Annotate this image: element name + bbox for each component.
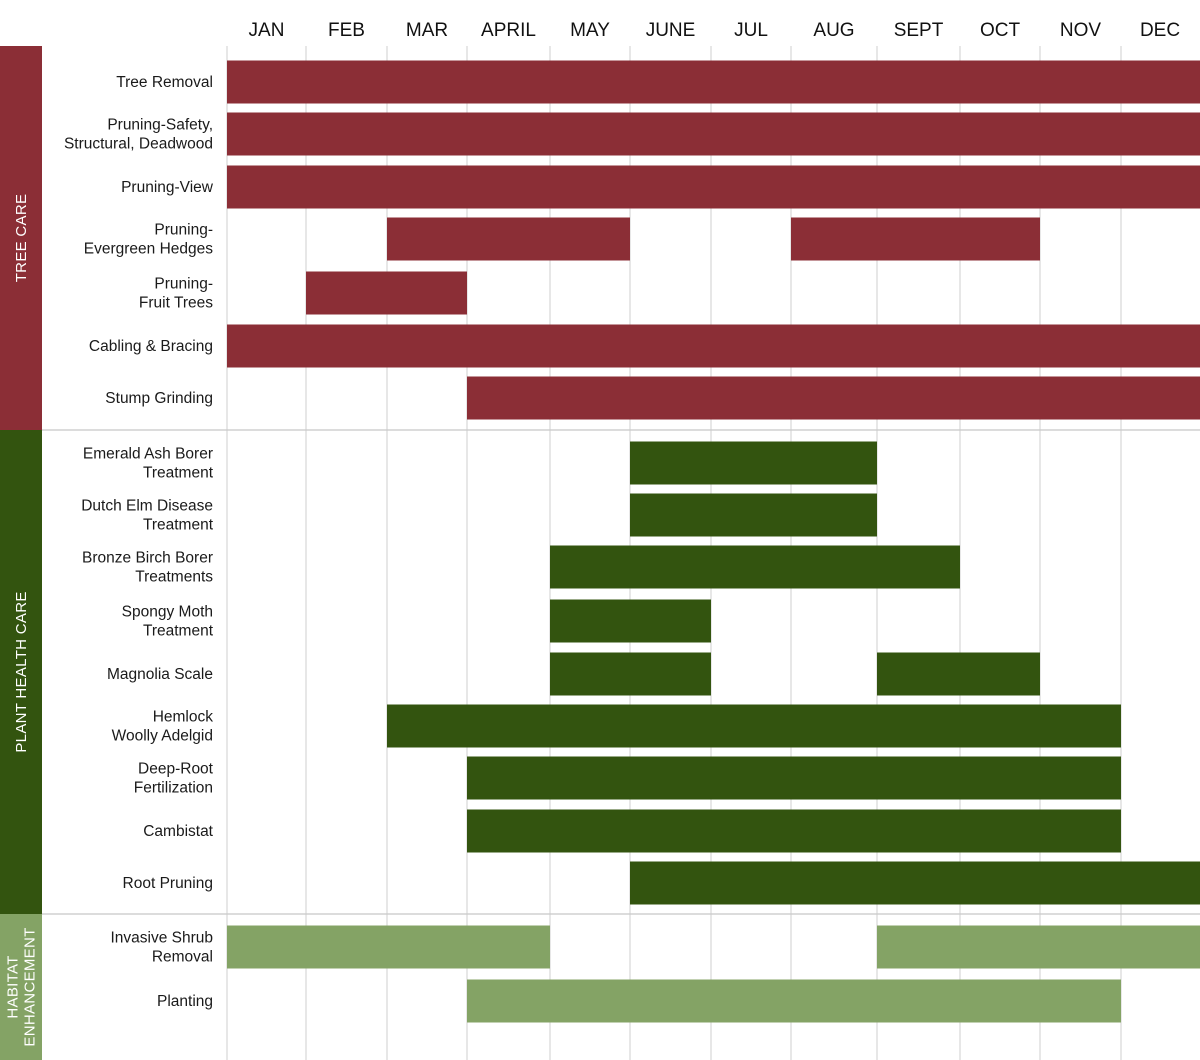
schedule-bar [877, 652, 1040, 696]
schedule-bar [227, 112, 1200, 156]
task-label: Planting [157, 993, 213, 1010]
schedule-bar [227, 60, 1200, 104]
schedule-bar [877, 925, 1200, 969]
month-label: NOV [1060, 20, 1102, 41]
schedule-bar [630, 441, 877, 485]
schedule-bar [387, 704, 1121, 748]
schedule-bars [227, 60, 1200, 1023]
month-label: SEPT [894, 20, 944, 41]
schedule-bar [550, 599, 711, 643]
schedule-bar [467, 756, 1121, 800]
group-label: PLANT HEALTH CARE [13, 591, 30, 752]
task-label: Cabling & Bracing [89, 338, 213, 355]
month-label: JUNE [646, 20, 696, 41]
task-label: Pruning-View [121, 179, 214, 196]
group-label: TREE CARE [13, 194, 30, 283]
month-label: APRIL [481, 20, 536, 41]
schedule-bar [791, 217, 1040, 261]
schedule-bar [630, 493, 877, 537]
month-header: JAN FEB MAR APRIL MAY JUNE JUL AUG SEPT OCT NOV DEC [249, 20, 1181, 41]
schedule-bar [467, 376, 1200, 420]
task-label: Dutch Elm Disease Treatment [81, 498, 213, 534]
task-label: Stump Grinding [105, 390, 213, 407]
schedule-bar [550, 545, 960, 589]
month-label: DEC [1140, 20, 1180, 41]
group-separators [42, 429, 1200, 915]
task-label: Bronze Birch Borer Treatments [82, 550, 213, 586]
schedule-bar [467, 809, 1121, 853]
schedule-bar [227, 925, 550, 969]
task-label: Invasive Shrub Removal [110, 930, 213, 966]
task-labels: Tree Removal Pruning-Safety, Structural, D… [64, 74, 214, 1010]
month-label: FEB [328, 20, 365, 41]
task-label: Root Pruning [123, 875, 213, 892]
schedule-bar [227, 165, 1200, 209]
month-label: MAR [406, 20, 448, 41]
month-label: OCT [980, 20, 1021, 41]
schedule-bar [467, 979, 1121, 1023]
task-label: Cambistat [143, 823, 213, 840]
month-label: JAN [249, 20, 285, 41]
group-band [0, 430, 42, 914]
task-label: Pruning-Safety, Structural, Deadwood [64, 117, 213, 153]
task-label: Magnolia Scale [107, 666, 213, 683]
task-label: Pruning-Evergreen Hedges [84, 222, 213, 258]
month-label: JUL [734, 20, 768, 41]
schedule-bar [387, 217, 630, 261]
group-bands: TREE CARE PLANT HEALTH CARE HABITATENHANCE… [0, 46, 42, 1060]
month-label: MAY [570, 20, 610, 41]
task-label: Pruning-Fruit Trees [139, 276, 213, 312]
task-label: Emerald Ash Borer Treatment [83, 446, 214, 482]
task-label: Deep-Root Fertilization [134, 761, 214, 797]
group-band [0, 914, 42, 1060]
task-label: Tree Removal [116, 74, 213, 91]
schedule-bar [630, 861, 1200, 905]
group-label: HABITATENHANCEMENT [5, 927, 39, 1046]
month-label: AUG [813, 20, 854, 41]
schedule-bar [227, 324, 1200, 368]
schedule-bar [550, 652, 711, 696]
schedule-bar [306, 271, 467, 315]
task-label: Hemlock Woolly Adelgid [112, 709, 214, 745]
group-band [0, 46, 42, 430]
task-label: Spongy Moth Treatment [122, 604, 214, 640]
